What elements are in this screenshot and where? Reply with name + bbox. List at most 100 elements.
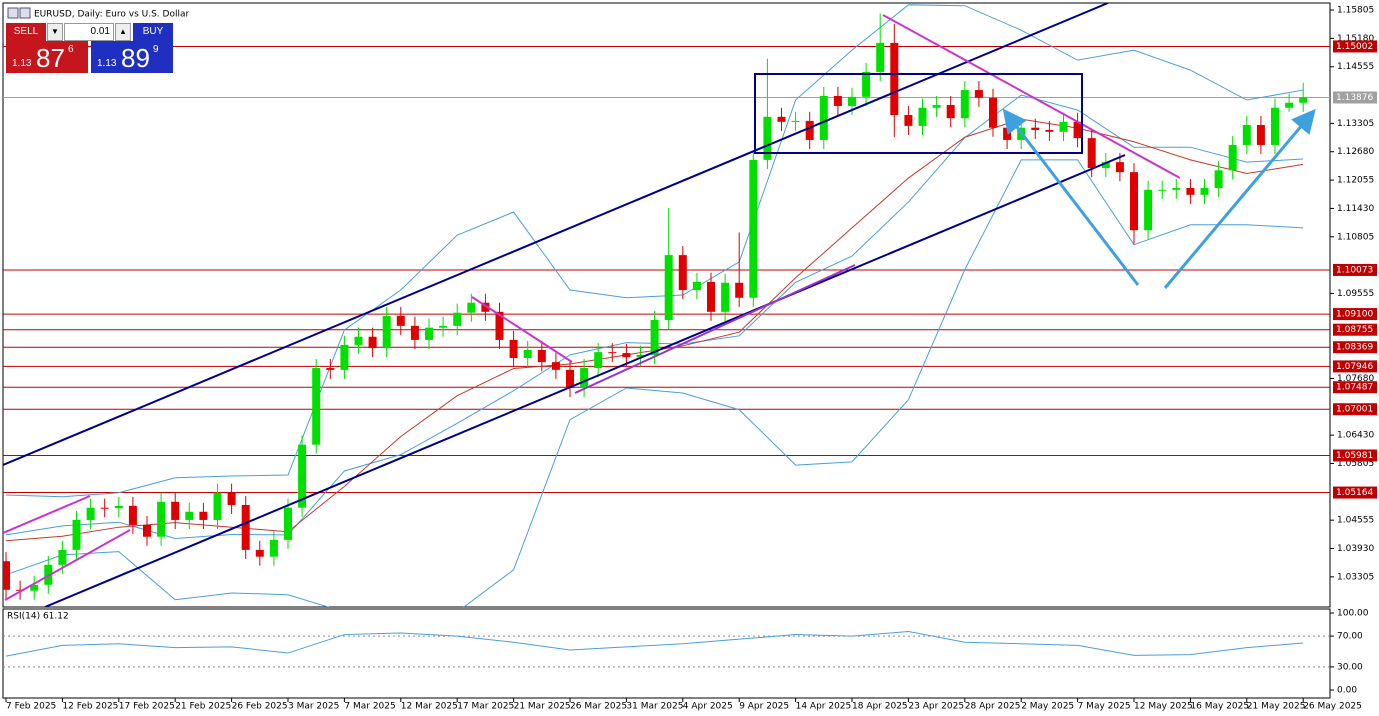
- candle-body: [72, 519, 81, 550]
- candle-body: [58, 549, 67, 565]
- candle-body: [777, 116, 786, 122]
- x-tick-label: 23 Apr 2025: [908, 702, 964, 712]
- lot-dropdown[interactable]: ▼: [47, 23, 63, 41]
- candle-body: [269, 539, 278, 557]
- x-tick-label: 7 Feb 2025: [6, 702, 56, 712]
- main-plot: [3, 4, 1330, 607]
- trend-line: [882, 14, 1181, 179]
- y-tick-label: 1.10805: [1337, 232, 1374, 242]
- channel-line: [44, 154, 1126, 607]
- trend-line: [3, 495, 91, 534]
- y-tick-label: 1.14555: [1337, 62, 1374, 72]
- candle-body: [735, 282, 744, 298]
- y-tick-label: 1.09555: [1337, 289, 1374, 299]
- candle-body: [340, 344, 349, 370]
- level-label: 1.08369: [1336, 343, 1373, 353]
- rsi-tick-label: 100.00: [1337, 609, 1369, 619]
- candle-body: [1045, 129, 1054, 132]
- candle-body: [890, 42, 899, 116]
- candle-body: [16, 589, 25, 591]
- arrow: [1163, 108, 1316, 289]
- buy-button[interactable]: BUY: [133, 23, 173, 41]
- rsi-label: RSI(14) 61.12: [7, 612, 69, 622]
- candle-body: [199, 511, 208, 520]
- candle-body: [608, 352, 617, 354]
- arrow: [1002, 108, 1140, 286]
- lot-up[interactable]: ▲: [115, 23, 131, 41]
- x-tick-label: 7 Mar 2025: [344, 702, 395, 712]
- trend-line: [574, 264, 856, 394]
- x-tick-label: 21 May 2025: [1247, 702, 1306, 712]
- candle-body: [707, 281, 715, 312]
- x-tick-label: 4 Apr 2025: [683, 702, 733, 712]
- sell-button[interactable]: SELL: [6, 23, 46, 41]
- candle-body: [946, 105, 955, 119]
- rsi-tick-label: 70.00: [1337, 632, 1363, 642]
- candle-body: [410, 325, 419, 340]
- ask-big: 1.13: [97, 58, 117, 69]
- bid-box[interactable]: 1.13 87 6: [6, 41, 88, 73]
- level-label-box: [1333, 381, 1377, 394]
- candle-body: [848, 96, 856, 106]
- candle-body: [523, 349, 532, 359]
- ask-main: 89: [121, 43, 150, 73]
- bid-main: 87: [36, 43, 65, 73]
- level-label: 1.07487: [1336, 383, 1373, 393]
- candle-body: [650, 319, 659, 355]
- candle-body: [128, 505, 137, 525]
- candle-body: [467, 302, 476, 313]
- candle-body: [1242, 124, 1251, 145]
- x-tick-label: 26 May 2025: [1303, 702, 1362, 712]
- candle-body: [1228, 144, 1237, 171]
- candle-body: [678, 255, 687, 291]
- candle-body: [354, 336, 363, 345]
- candle-body: [114, 505, 123, 509]
- ask-small: 9: [153, 44, 159, 55]
- candle-body: [171, 501, 180, 520]
- candle-body: [974, 90, 983, 98]
- x-tick-label: 17 Feb 2025: [119, 702, 175, 712]
- candle-body: [622, 353, 631, 358]
- candle-body: [1271, 107, 1279, 145]
- level-label: 1.10073: [1336, 265, 1373, 275]
- level-label-box: [1333, 486, 1377, 499]
- y-tick-label: 1.15805: [1337, 6, 1374, 16]
- candle-body: [876, 42, 885, 72]
- trend-line: [471, 296, 573, 363]
- y-tick-label: 1.13305: [1337, 119, 1374, 129]
- candle-body: [594, 352, 603, 369]
- candle-body: [3, 561, 10, 590]
- chart-title: EURUSD, Daily: Euro vs U.S. Dollar: [34, 10, 189, 20]
- candle-body: [1031, 127, 1040, 130]
- candle-body: [1059, 121, 1068, 132]
- candle-body: [481, 302, 490, 312]
- x-tick-label: 12 May 2025: [1134, 702, 1193, 712]
- level-label: 1.05981: [1336, 451, 1373, 461]
- trend-line: [4, 529, 131, 601]
- ask-box[interactable]: 1.13 89 9: [91, 41, 173, 73]
- x-tick-label: 21 Mar 2025: [514, 702, 571, 712]
- icon: [19, 7, 31, 19]
- rsi-tick-label: 0.00: [1337, 685, 1357, 695]
- level-label: 1.09100: [1336, 310, 1373, 320]
- lot-input[interactable]: 0.01: [64, 23, 114, 41]
- x-tick-label: 26 Mar 2025: [570, 702, 627, 712]
- candle-body: [326, 368, 335, 370]
- y-tick-label: 1.12680: [1337, 147, 1374, 157]
- candle-body: [1285, 102, 1294, 108]
- x-tick-label: 21 Feb 2025: [175, 702, 231, 712]
- candle-body: [664, 255, 673, 320]
- x-tick-label: 31 Mar 2025: [626, 702, 683, 712]
- y-tick-label: 1.06430: [1337, 431, 1374, 441]
- candle-body: [143, 524, 151, 537]
- candle-body: [1144, 189, 1153, 231]
- candle-body: [1073, 121, 1082, 139]
- y-tick-label: 1.05805: [1337, 459, 1374, 469]
- candle-body: [495, 311, 504, 340]
- level-label-box: [1333, 449, 1377, 462]
- band-line: [5, 159, 1304, 607]
- candle-body: [1214, 170, 1223, 189]
- candle-body: [749, 159, 758, 298]
- level-label-box: [1333, 323, 1377, 336]
- candle-body: [862, 71, 871, 97]
